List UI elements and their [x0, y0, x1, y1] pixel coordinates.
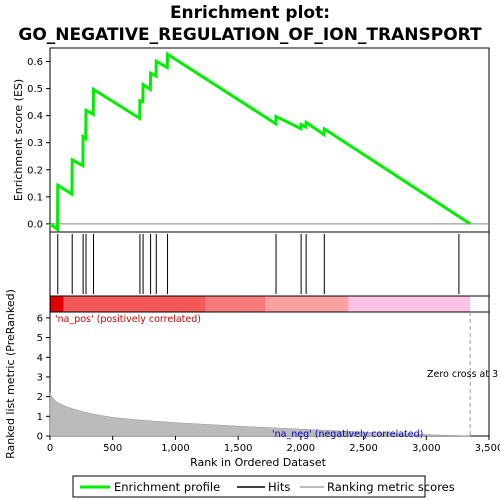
x-tick-label: 1,000	[161, 443, 190, 454]
color-bar-segment	[63, 296, 206, 312]
metric-y-tick-label: 0	[37, 432, 43, 443]
es-y-tick-label: 0.3	[27, 138, 43, 149]
es-y-axis-label: Enrichment score (ES)	[12, 79, 25, 201]
color-bar-segment	[50, 296, 64, 312]
metric-y-axis: 0 1 2 3 4 5 6	[37, 313, 50, 443]
metric-y-tick-label: 1	[37, 412, 43, 423]
metric-y-tick-label: 4	[37, 353, 43, 364]
x-tick-label: 2,500	[349, 443, 378, 454]
x-tick-label: 2,000	[287, 443, 316, 454]
es-y-tick-label: 0.1	[27, 192, 43, 203]
es-y-tick-label: 0.0	[27, 219, 43, 230]
chart-title-line1: Enrichment plot:	[170, 3, 330, 23]
metric-y-axis-label: Ranked list metric (PreRanked)	[4, 289, 17, 459]
legend-enrichment-label: Enrichment profile	[114, 480, 220, 494]
ranking-metric-area	[49, 392, 471, 437]
x-tick-label: 3,500	[475, 443, 500, 454]
legend-metric-label: Ranking metric scores	[327, 480, 455, 494]
hit-markers	[57, 234, 460, 294]
positive-correlation-label: 'na_pos' (positively correlated)	[55, 314, 201, 325]
x-tick-label: 1,500	[224, 443, 253, 454]
es-panel-frame	[49, 47, 490, 233]
ranking-color-bar	[50, 296, 471, 312]
zero-cross-label: Zero cross at 3	[427, 369, 498, 380]
es-y-axis: 0.0 0.1 0.2 0.3 0.4 0.5 0.6	[27, 57, 50, 230]
x-axis-label: Rank in Ordered Dataset	[190, 456, 327, 469]
hits-panel-frame	[49, 231, 490, 297]
enrichment-profile-line	[49, 51, 472, 233]
es-y-tick-label: 0.4	[27, 111, 43, 122]
metric-y-tick-label: 6	[37, 313, 43, 324]
metric-y-tick-label: 2	[37, 392, 43, 403]
x-tick-label: 0	[47, 443, 53, 454]
es-y-tick-label: 0.2	[27, 165, 43, 176]
x-tick-label: 3,000	[412, 443, 441, 454]
color-bar-segment	[348, 296, 471, 312]
es-y-tick-label: 0.5	[27, 84, 43, 95]
metric-y-tick-label: 5	[37, 333, 43, 344]
color-bar-segment	[205, 296, 266, 312]
metric-x-axis: 0 500 1,000 1,500 2,000 2,500 3,000 3,500	[47, 436, 500, 454]
color-bar-segment	[265, 296, 349, 312]
es-y-tick-label: 0.6	[27, 57, 43, 68]
x-tick-label: 500	[103, 443, 122, 454]
negative-correlation-label: 'na_neg' (negatively correlated)	[272, 429, 423, 440]
legend-hits-label: Hits	[268, 480, 290, 494]
metric-y-tick-label: 3	[37, 372, 43, 383]
chart-title-line2: GO_NEGATIVE_REGULATION_OF_ION_TRANSPORT	[18, 25, 482, 45]
